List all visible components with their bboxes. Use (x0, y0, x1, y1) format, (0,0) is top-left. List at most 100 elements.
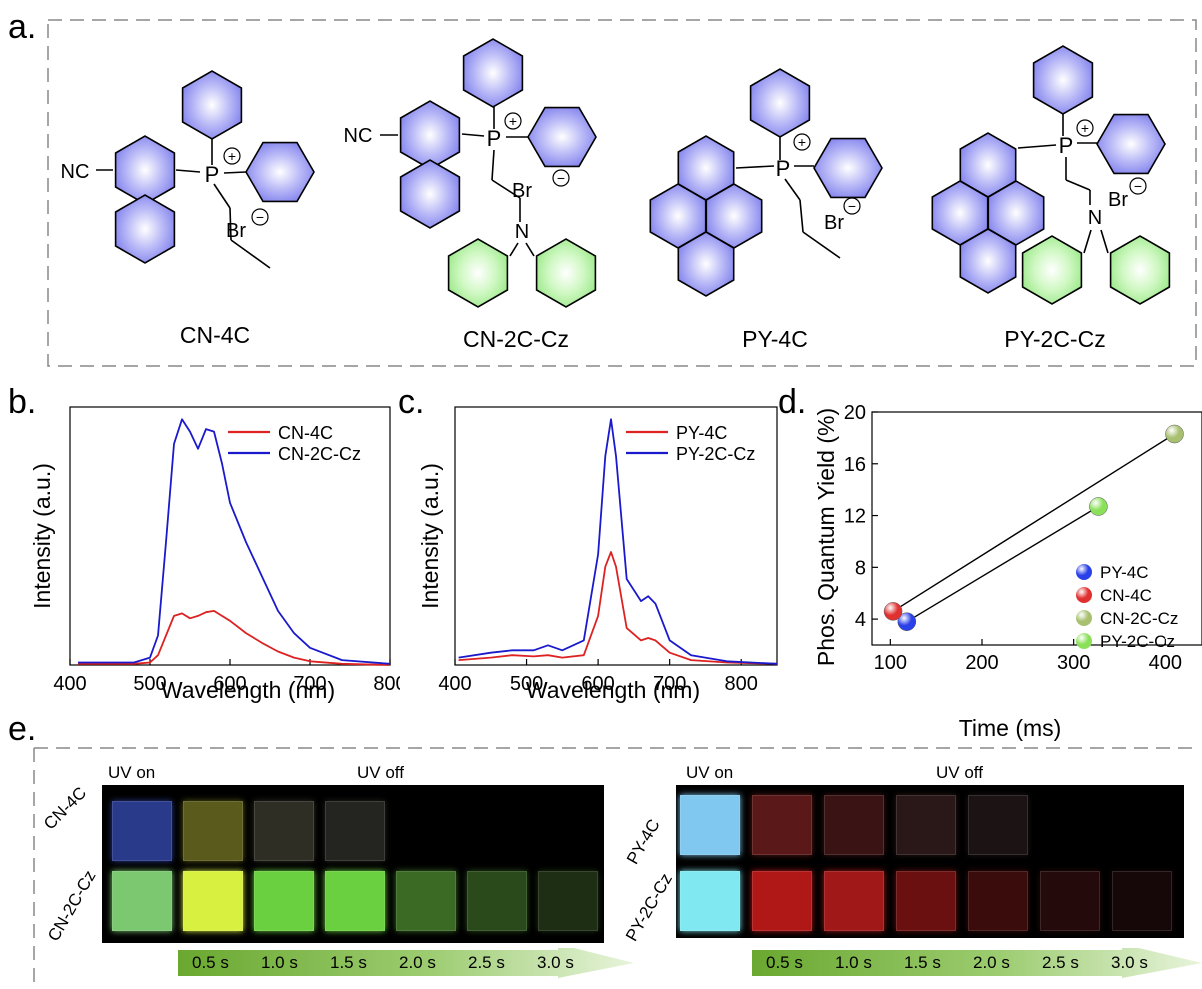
sample-square (254, 801, 314, 861)
bond (1017, 144, 1057, 149)
sample-square (968, 795, 1028, 855)
bond (491, 149, 495, 181)
molecule-name-cn-4c: CN-4C (179, 322, 251, 348)
time-label: 3.0 s (537, 953, 574, 972)
carbazole-ring (1109, 235, 1171, 305)
series-line-py-4c (458, 551, 778, 665)
legend-label: CN-2C-Cz (1100, 609, 1178, 628)
nitrile-label: NC (344, 125, 373, 147)
y-axis-label: Intensity (a.u.) (417, 463, 443, 609)
time-label: 1.0 s (261, 953, 298, 972)
data-point-py-2c-cz (1089, 497, 1108, 516)
time-label: 1.0 s (835, 953, 872, 972)
sample-square (752, 871, 812, 931)
sample-square (538, 871, 598, 931)
phenyl-ring (813, 137, 883, 199)
sample-square (325, 801, 385, 861)
charge-plus: + (798, 134, 806, 150)
bond (223, 171, 247, 174)
x-tick-label: 300 (1057, 652, 1090, 674)
y-tick-label: 20 (844, 402, 866, 424)
bond (230, 239, 271, 269)
x-tick-label: 200 (965, 652, 998, 674)
panel-label-e: e. (8, 710, 37, 748)
sample-square (1040, 871, 1100, 931)
y-tick-label: 4 (855, 609, 866, 631)
bond (491, 179, 521, 199)
molecule-name-py-4c: PY-4C (742, 326, 808, 352)
series-line-cn-4c (78, 609, 391, 666)
legend: PY-4C CN-4C CN-2C-Cz PY-2C-Cz (1076, 563, 1178, 651)
y-axis-label: Phos. Quantum Yield (%) (813, 408, 839, 666)
plot-frame (454, 406, 778, 666)
phosphorus-label: P (205, 162, 220, 187)
phenyl-ring (527, 106, 597, 168)
phenyl-ring (462, 38, 524, 108)
bromide-label: Br (512, 180, 532, 202)
bond (799, 199, 804, 233)
charge-minus: − (1134, 178, 1142, 194)
x-tick-label: 700 (653, 673, 686, 695)
photo-cn-series (102, 785, 604, 943)
phenyl-ring (749, 68, 811, 138)
x-axis-label: Wavelength (nm) (526, 677, 700, 703)
carbazole-ring (1021, 235, 1083, 305)
nitrogen-label: N (515, 221, 529, 243)
sample-square (112, 801, 172, 861)
charge-plus: + (228, 148, 236, 164)
legend-label: PY-4C (1100, 563, 1149, 582)
legend-label: CN-4C (1100, 586, 1152, 605)
uv-off-label-right: UV off (936, 763, 983, 782)
sample-square (896, 871, 956, 931)
uv-on-label-right: UV on (686, 763, 734, 782)
sample-square (824, 795, 884, 855)
charge-plus: + (1081, 120, 1089, 136)
pyrene-ring (959, 228, 1017, 294)
legend-marker (1076, 633, 1092, 649)
charge-minus: − (557, 170, 565, 186)
bond (784, 178, 801, 201)
pyrene-ring (677, 231, 735, 297)
data-point-cn-2c-cz (1165, 424, 1184, 444)
naphthalene-ring (399, 159, 461, 229)
sample-square (467, 871, 527, 931)
bond (213, 183, 231, 209)
charge-minus-circle (552, 169, 570, 187)
sample-square (752, 795, 812, 855)
bromide-label: Br (1108, 189, 1128, 211)
x-axis-label: Time (ms) (959, 715, 1062, 741)
naphthalene-ring (114, 194, 176, 264)
legend-label: PY-2C-Cz (676, 444, 755, 464)
x-tick-label: 600 (581, 673, 614, 695)
bond (735, 165, 775, 169)
charge-minus: − (256, 209, 264, 225)
panel-label-a: a. (8, 8, 37, 46)
legend-label: PY-4C (676, 423, 727, 443)
charge-plus-circle (1076, 119, 1094, 137)
charge-minus-circle (251, 208, 269, 226)
x-tick-label: 600 (213, 673, 246, 695)
charge-plus-circle (504, 112, 522, 130)
data-point-cn-4c (883, 602, 903, 621)
legend-label: CN-4C (278, 423, 333, 443)
legend-marker (1076, 610, 1092, 626)
series-line-cn-2c-cz (78, 418, 391, 665)
x-axis-label: Wavelength (nm) (161, 677, 335, 703)
charge-minus-circle (1129, 177, 1147, 195)
charge-plus: + (509, 113, 517, 129)
data-point-py-4c (897, 612, 917, 631)
carbazole-ring (535, 238, 597, 308)
x-tick-label: 500 (510, 673, 543, 695)
bond (461, 133, 485, 137)
molecule-structures: NC P+Br−NC P+NBr− P+Br−P+NBr− (61, 38, 1171, 308)
legend-label: PY-2C-Cz (1100, 632, 1175, 651)
sample-square (396, 871, 456, 931)
x-tick-label: 500 (133, 673, 166, 695)
sample-square (680, 871, 740, 931)
carbazole-ring (447, 238, 509, 308)
charge-minus-circle (843, 197, 861, 215)
